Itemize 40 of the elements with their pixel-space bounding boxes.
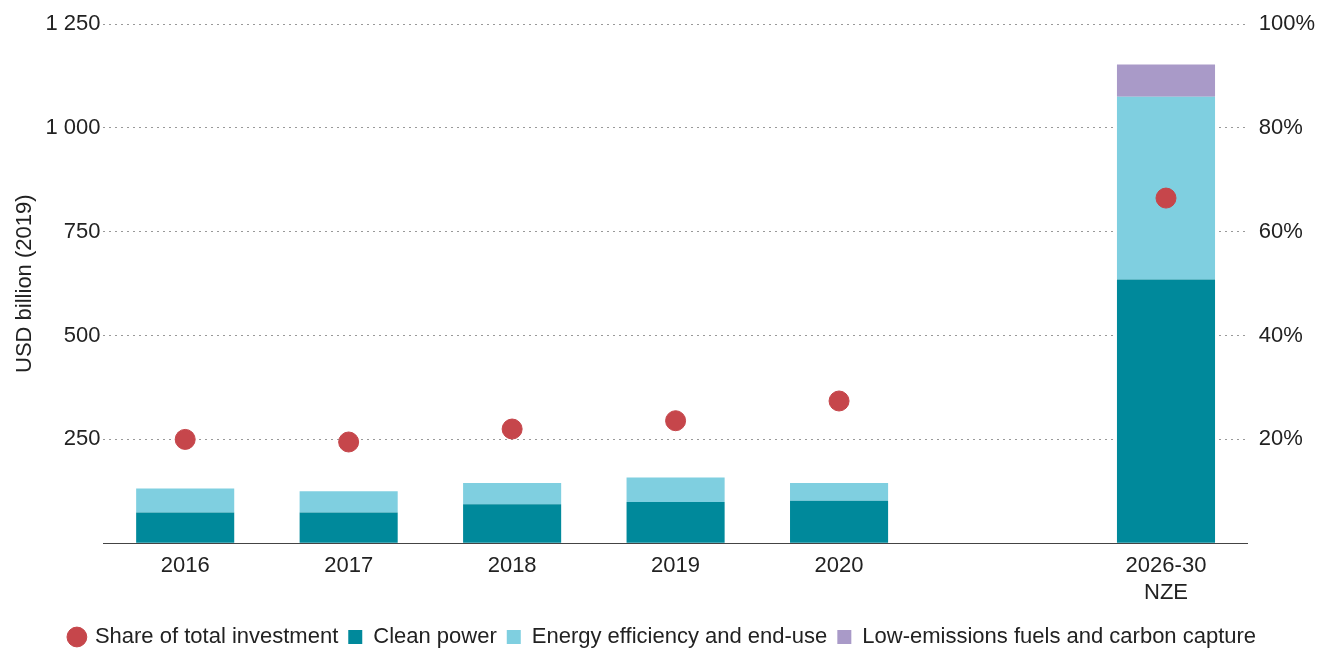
bar — [626, 502, 725, 543]
x-tick-label: 2020 — [814, 552, 864, 578]
x-tick-label: 2019 — [651, 552, 701, 578]
bar — [790, 500, 889, 543]
y-tick-label: 750 — [63, 217, 101, 243]
bar — [463, 504, 562, 543]
bar — [136, 488, 235, 513]
x-tick-label: 2016 — [160, 552, 210, 578]
point — [174, 428, 196, 450]
y-axis-title: USD billion (2019) — [11, 194, 37, 373]
x-tick-label: 2026-30 NZE — [1125, 552, 1207, 604]
point — [501, 418, 523, 440]
x-tick-label: 2018 — [487, 552, 537, 578]
bar — [790, 483, 889, 501]
bar — [299, 491, 398, 513]
legend-label: Share of total investment — [94, 623, 339, 649]
legend-label: Energy efficiency and end-use — [531, 623, 828, 649]
y-tick-label: 250 — [63, 425, 101, 451]
y2-tick-label: 80% — [1258, 114, 1303, 140]
x-tick-label: 2017 — [324, 552, 374, 578]
y2-tick-label: 20% — [1258, 425, 1303, 451]
y-tick-label: 500 — [63, 321, 101, 347]
y-tick-label: 1 000 — [45, 114, 101, 140]
legend-label: Clean power — [373, 623, 497, 649]
bar — [1116, 279, 1216, 543]
y-tick-label: 1 250 — [45, 10, 101, 36]
y2-tick-label: 100% — [1258, 10, 1316, 36]
bar — [136, 512, 235, 543]
legend-label: Low-emissions fuels and carbon capture — [862, 623, 1257, 649]
bar — [1116, 64, 1216, 97]
bar — [299, 512, 398, 543]
point — [665, 410, 687, 432]
bar — [1116, 96, 1216, 280]
bar — [463, 483, 562, 505]
point — [338, 431, 360, 453]
y2-tick-label: 60% — [1258, 217, 1303, 243]
point — [828, 390, 850, 412]
bar — [626, 477, 725, 503]
point — [1155, 187, 1177, 209]
y2-tick-label: 40% — [1258, 321, 1303, 347]
